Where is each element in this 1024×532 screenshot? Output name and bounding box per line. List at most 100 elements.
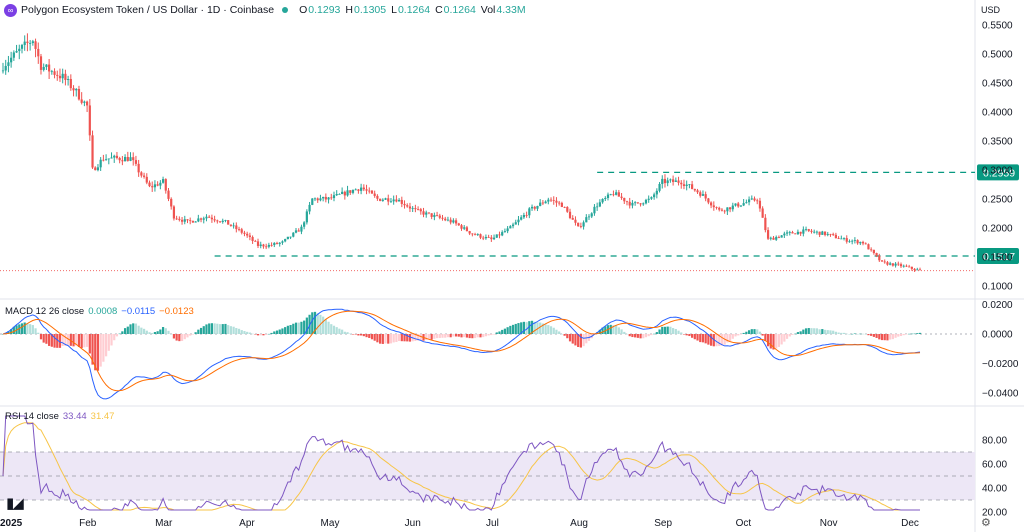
macd-histogram-bar (802, 329, 805, 334)
rsi-legend[interactable]: RSI 14 close 33.44 31.47 (5, 411, 114, 422)
candle-body (856, 240, 859, 244)
macd-histogram-bar (859, 333, 862, 335)
candle-body (256, 241, 260, 246)
candle-body (731, 205, 734, 210)
candle-body (688, 184, 691, 186)
horizontal-levels[interactable]: 0.2959 0.1517 (214, 164, 1019, 265)
price-tick-label: 0.5000 (982, 50, 1013, 61)
x-tick-label: Apr (239, 518, 255, 529)
candle-body (872, 249, 875, 254)
candle-body (861, 241, 865, 244)
candle-body (745, 202, 748, 204)
candle-body (151, 186, 154, 188)
currency-label[interactable]: USD (981, 5, 1001, 15)
macd-histogram-bar (585, 334, 588, 344)
candle-body (64, 73, 67, 80)
macd-histogram-bar (875, 334, 878, 338)
candle-body (61, 73, 64, 79)
macd-histogram-bar (563, 334, 566, 336)
macd-histogram-bar (766, 334, 770, 347)
macd-histogram-bar (574, 334, 577, 346)
symbol-title[interactable]: Polygon Ecosystem Token / US Dollar · 1D… (21, 4, 275, 16)
macd-histogram-bar (335, 327, 338, 334)
candle-body (259, 244, 262, 246)
candle-body (867, 244, 870, 250)
macd-histogram-bar (750, 329, 753, 334)
candle-body (183, 219, 186, 222)
macd-histogram-bar (522, 321, 525, 334)
candle-body (267, 244, 270, 247)
macd-histogram-bar (457, 334, 460, 337)
macd-histogram-bar (351, 334, 355, 335)
candle-body (444, 218, 447, 221)
candle-body (807, 229, 810, 231)
macd-histogram-bar (514, 323, 517, 334)
tradingview-logo-icon: ▮◢ (6, 495, 24, 512)
macd-histogram-bar (899, 334, 903, 337)
macd-histogram-bar (197, 329, 200, 334)
gear-icon[interactable]: ⚙ (981, 517, 991, 529)
candle-body (115, 155, 119, 158)
candle-body (737, 203, 740, 207)
candle-body (802, 229, 805, 234)
candle-body (297, 230, 300, 232)
candle-body (818, 231, 821, 235)
candle-body (305, 211, 308, 223)
candle-body (663, 178, 667, 184)
macd-histogram-bar (775, 334, 778, 349)
macd-histogram-bar (908, 333, 911, 335)
candle-body (758, 200, 762, 209)
macd-histogram-bar (159, 329, 162, 334)
macd-histogram-bar (175, 334, 178, 341)
macd-histogram-bar (492, 334, 496, 335)
macd-histogram-bar (56, 334, 59, 348)
macd-histogram-bar (530, 320, 534, 334)
macd-histogram-bar (403, 334, 406, 342)
candle-body (680, 182, 683, 185)
candle-body (232, 225, 235, 227)
macd-histogram-bar (691, 334, 694, 338)
candle-body (4, 65, 7, 71)
chart-header: ∞ Polygon Ecosystem Token / US Dollar · … (0, 0, 526, 20)
macd-tick-label: −0.0200 (982, 359, 1019, 370)
candle-body (422, 211, 425, 215)
macd-histogram-bar (842, 332, 846, 334)
candle-body (699, 192, 702, 196)
macd-legend[interactable]: MACD 12 26 close 0.0008 −0.0115 −0.0123 (5, 306, 194, 317)
candle-body (902, 265, 905, 267)
macd-histogram-bar (826, 330, 829, 334)
macd-histogram-bar (704, 334, 707, 344)
macd-histogram-bar (153, 332, 157, 334)
candle-body (430, 213, 433, 217)
price-tick-label: 0.3500 (982, 137, 1013, 148)
macd-histogram-bar (753, 329, 756, 334)
macd-histogram-bar (731, 334, 734, 339)
candle-body (189, 220, 192, 222)
candle-body (620, 196, 623, 198)
macd-histogram-bar (571, 334, 574, 344)
candle-body (104, 159, 108, 161)
macd-tick-label: 0.0200 (982, 300, 1013, 311)
candle-body (832, 234, 835, 235)
macd-histogram-bar (449, 334, 452, 338)
candle-body (96, 167, 100, 171)
candle-body (292, 232, 295, 237)
candle-body (913, 268, 916, 271)
price-tick-label: 0.4500 (982, 79, 1013, 90)
macd-histogram-bar (178, 334, 181, 342)
macd-histogram-bar (547, 325, 550, 334)
macd-histogram-bar (121, 331, 124, 334)
candle-body (411, 208, 414, 209)
macd-histogram-bar (273, 331, 276, 334)
macd-histogram-bar (433, 334, 436, 339)
macd-histogram-bar (720, 334, 724, 346)
candle-body (178, 218, 181, 220)
candle-body (571, 218, 574, 220)
macd-histogram-bar (454, 334, 458, 337)
macd-histogram-bar (520, 322, 523, 334)
polygon-logo-icon: ∞ (4, 3, 17, 17)
macd-histogram-bar (498, 331, 501, 334)
candle-body (294, 230, 298, 233)
macd-histogram-bar (463, 334, 466, 338)
